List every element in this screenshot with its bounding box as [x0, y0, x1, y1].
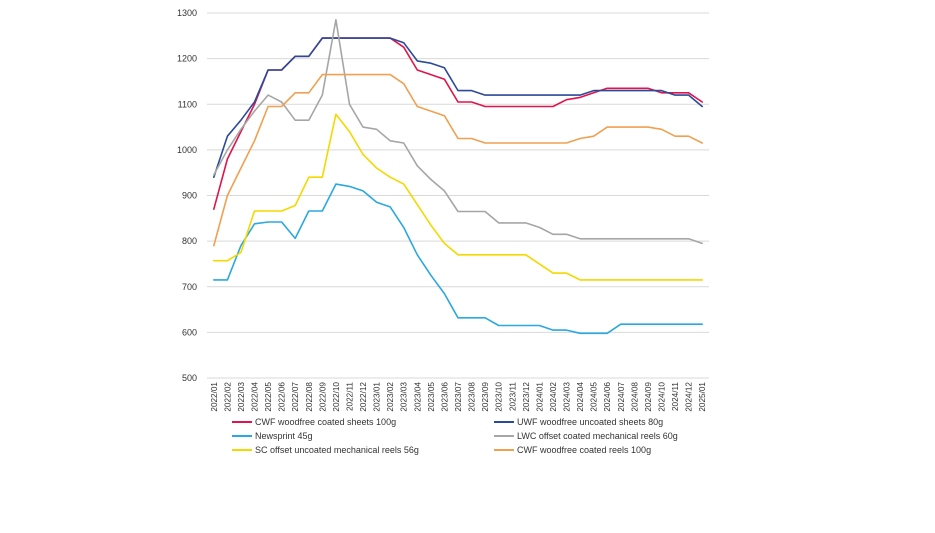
x-tick-label: 2024/08: [630, 382, 639, 412]
series-line-3: [213, 18, 704, 245]
x-axis-ticks: 2022/01 2022/02 2022/03 2022/04 2022/05 2022/…: [210, 382, 707, 412]
x-tick-label: 2024/12: [685, 382, 694, 412]
x-tick-label: 2022/11: [345, 382, 354, 411]
x-tick-label: 2025/01: [698, 382, 707, 412]
y-tick-label: 1100: [178, 99, 197, 109]
legend-label-3: LWC offset coated mechanical reels 60g: [517, 431, 678, 441]
series-line-5: [213, 73, 704, 247]
x-tick-label: 2024/05: [590, 382, 599, 412]
x-tick-label: 2024/09: [644, 382, 653, 412]
x-tick-label: 2024/03: [563, 382, 572, 412]
y-tick-label: 1300: [177, 8, 197, 18]
x-tick-label: 2022/05: [264, 382, 273, 412]
series-lines: [213, 18, 704, 335]
series-line-4: [213, 113, 704, 281]
y-tick-label: 900: [182, 191, 197, 201]
series-line-1: [213, 37, 704, 178]
x-tick-label: 2023/01: [373, 382, 382, 412]
legend: CWF woodfree coated sheets 100g UWF woodf…: [232, 417, 678, 455]
x-tick-label: 2023/05: [427, 382, 436, 412]
legend-label-4: SC offset uncoated mechanical reels 56g: [255, 445, 419, 455]
x-tick-label: 2022/06: [278, 382, 287, 412]
x-tick-label: 2024/07: [617, 382, 626, 412]
x-tick-label: 2024/10: [658, 382, 667, 412]
x-tick-label: 2023/10: [495, 382, 504, 412]
y-tick-label: 500: [182, 373, 197, 383]
y-tick-label: 700: [182, 282, 197, 292]
x-tick-label: 2024/02: [549, 382, 558, 412]
x-tick-label: 2024/06: [603, 382, 612, 412]
y-axis-ticks: 500 600 700 800 900 1000 1100 1200 1300: [177, 8, 197, 383]
x-tick-label: 2022/02: [223, 382, 232, 412]
legend-label-0: CWF woodfree coated sheets 100g: [255, 417, 396, 427]
x-tick-label: 2023/02: [386, 382, 395, 412]
x-tick-label: 2022/09: [318, 382, 327, 412]
x-tick-label: 2022/08: [305, 382, 314, 412]
gridlines: [207, 12, 709, 379]
y-tick-label: 600: [182, 327, 197, 337]
series-line-2: [213, 183, 704, 335]
x-tick-label: 2022/01: [210, 382, 219, 412]
x-tick-label: 2022/03: [237, 382, 246, 412]
y-tick-label: 1200: [177, 54, 197, 64]
x-tick-label: 2023/11: [508, 382, 517, 411]
x-tick-label: 2022/12: [359, 382, 368, 412]
x-tick-label: 2023/03: [400, 382, 409, 412]
x-tick-label: 2024/01: [535, 382, 544, 412]
legend-label-5: CWF woodfree coated reels 100g: [517, 445, 651, 455]
x-tick-label: 2023/04: [413, 382, 422, 412]
x-tick-label: 2023/08: [468, 382, 477, 412]
x-tick-label: 2023/09: [481, 382, 490, 412]
legend-label-1: UWF woodfree uncoated sheets 80g: [517, 417, 663, 427]
x-tick-label: 2023/12: [522, 382, 531, 412]
x-tick-label: 2022/04: [250, 382, 259, 412]
y-tick-label: 1000: [177, 145, 197, 155]
x-tick-label: 2022/10: [332, 382, 341, 412]
x-tick-label: 2022/07: [291, 382, 300, 412]
y-tick-label: 800: [182, 236, 197, 246]
x-tick-label: 2023/07: [454, 382, 463, 412]
x-tick-label: 2024/04: [576, 382, 585, 412]
x-tick-label: 2023/06: [440, 382, 449, 412]
x-tick-label: 2024/11: [671, 382, 680, 411]
legend-label-2: Newsprint 45g: [255, 431, 313, 441]
